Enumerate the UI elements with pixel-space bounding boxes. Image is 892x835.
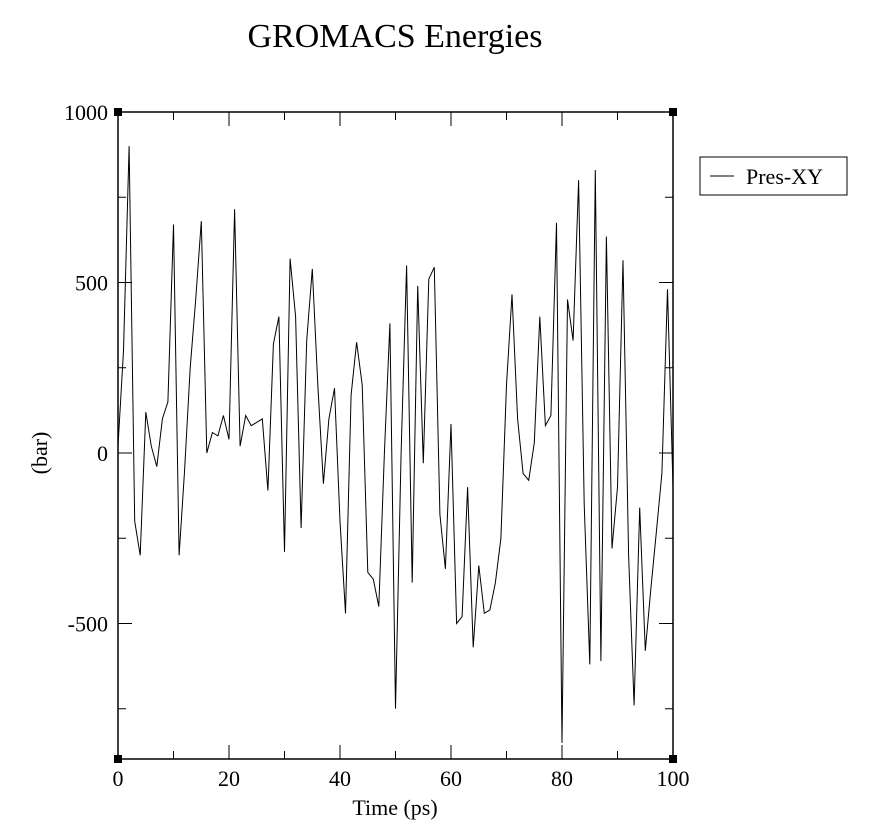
series-line-pres-xy [117,146,674,743]
y-tick-label: -500 [68,612,108,637]
corner-marker [114,108,122,116]
legend: Pres-XY [699,156,848,196]
x-tick-label: 100 [657,766,690,791]
legend-label: Pres-XY [746,164,823,189]
x-axis-label: Time (ps) [352,795,437,820]
x-tick-label: 0 [113,766,124,791]
x-tick-label: 60 [440,766,462,791]
y-tick-labels: -500 0 500 1000 [64,100,108,637]
x-tick-label: 80 [551,766,573,791]
y-tick-label: 500 [75,271,108,296]
y-axis-label: (bar) [27,432,52,475]
corner-marker [669,108,677,116]
corner-marker [669,755,677,763]
y-tick-label: 0 [97,441,108,466]
chart-title: GROMACS Energies [248,18,543,55]
x-tick-label: 20 [218,766,240,791]
y-tick-label: 1000 [64,100,108,125]
x-tick-label: 40 [329,766,351,791]
x-tick-labels: 0 20 40 60 80 100 [113,766,690,791]
corner-marker [114,755,122,763]
axis-ticks [117,111,674,759]
corner-markers [114,108,677,763]
